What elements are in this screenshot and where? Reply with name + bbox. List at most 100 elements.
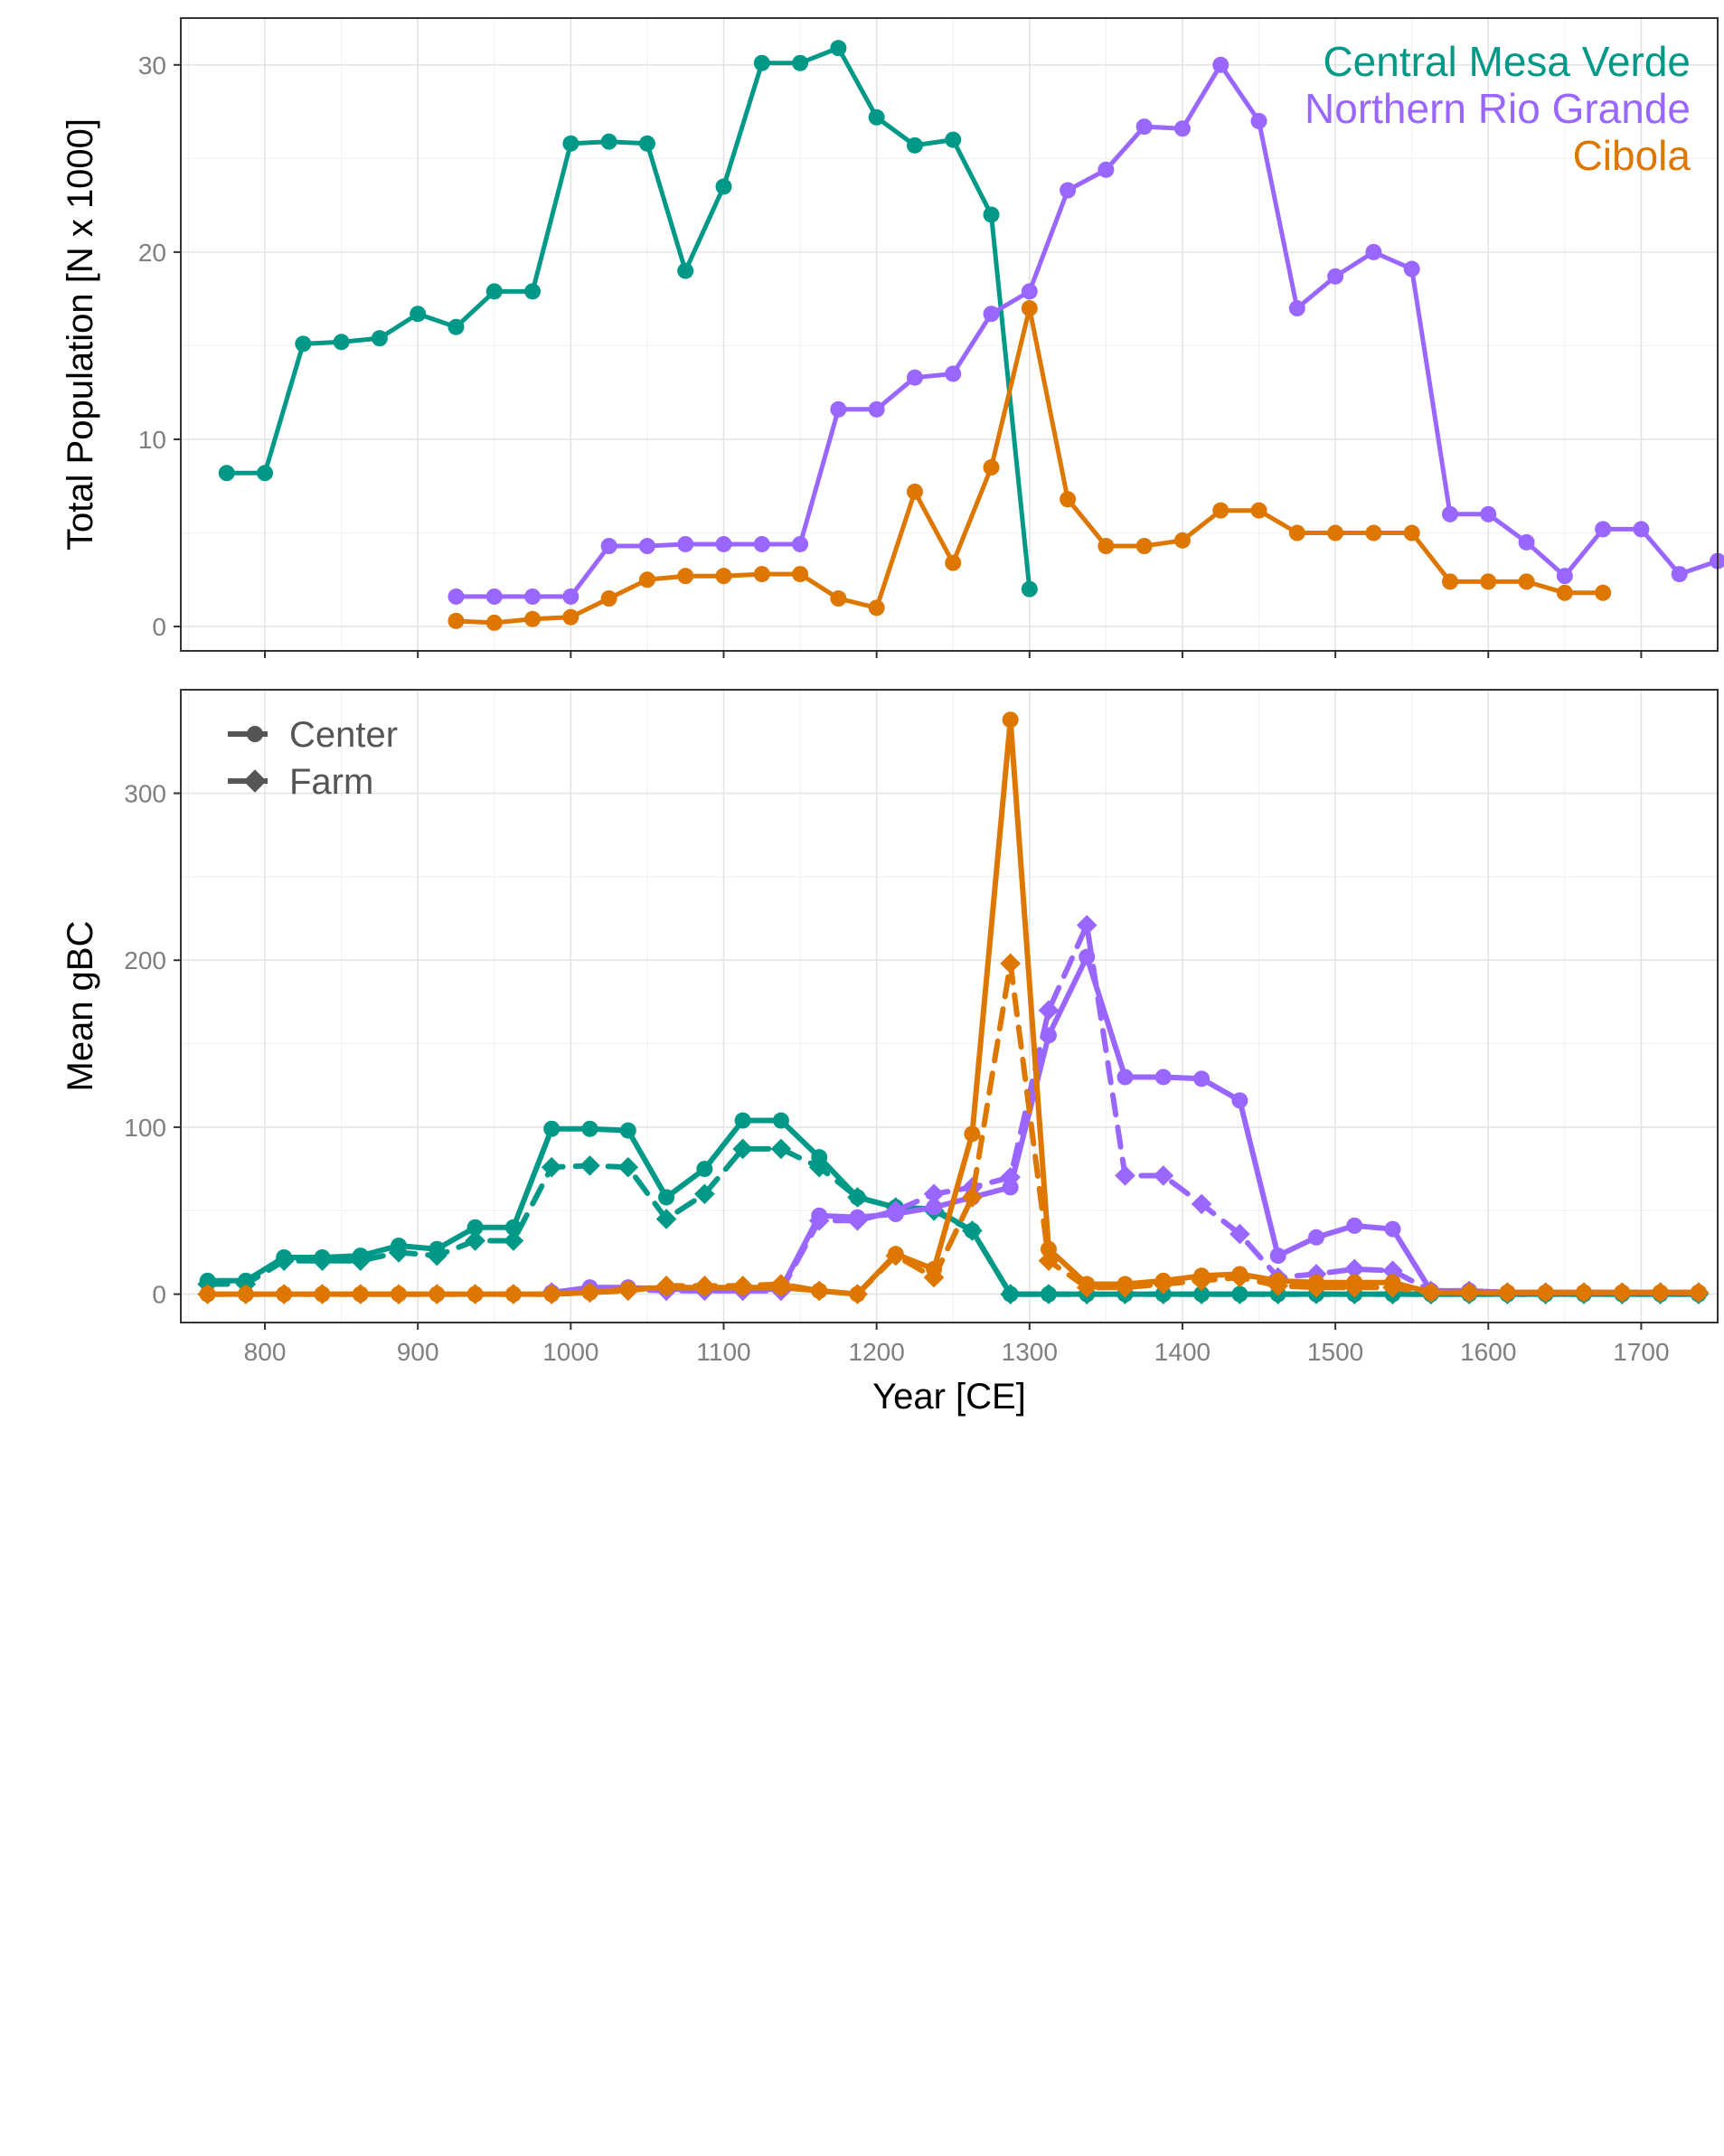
gbc-x-tick-label-1700: 1700 bbox=[1613, 1338, 1669, 1366]
gbc-cibola-farm-point bbox=[1267, 1276, 1289, 1296]
gbc-x-tick-label-1500: 1500 bbox=[1307, 1338, 1363, 1366]
gbc-northern-rio-grande-center-point bbox=[1384, 1220, 1401, 1238]
population-central-mesa-verde-point bbox=[638, 135, 655, 152]
gbc-cibola-farm-point bbox=[885, 1245, 907, 1266]
population-central-mesa-verde-point bbox=[983, 206, 1000, 223]
population-northern-rio-grande-point bbox=[1480, 505, 1497, 523]
gbc-cibola-farm-point bbox=[1497, 1282, 1518, 1304]
population-northern-rio-grande-point bbox=[638, 538, 655, 555]
legend-central-mesa-verde: Central Mesa Verde bbox=[1323, 38, 1691, 85]
population-northern-rio-grande-line bbox=[454, 62, 1720, 599]
population-northern-rio-grande-point bbox=[524, 588, 542, 605]
population-central-mesa-verde-point bbox=[257, 465, 274, 482]
gbc-central-mesa-verde-farm-point bbox=[1229, 1284, 1250, 1304]
gbc-cibola-farm-point bbox=[312, 1284, 333, 1304]
population-panel-border bbox=[180, 17, 1719, 652]
population-cibola-point bbox=[1518, 573, 1535, 590]
gbc-x-tick-label-1200: 1200 bbox=[849, 1338, 905, 1366]
population-northern-rio-grande-point bbox=[1671, 566, 1688, 583]
gbc-central-mesa-verde-center-point bbox=[466, 1219, 484, 1236]
gbc-cibola-farm-point bbox=[923, 1266, 945, 1288]
population-central-mesa-verde-point bbox=[600, 133, 617, 150]
population-cibola-point bbox=[1212, 502, 1229, 519]
gbc-cibola-farm-point bbox=[1000, 953, 1021, 974]
gbc-central-mesa-verde-farm-point bbox=[1191, 1284, 1212, 1304]
population-central-mesa-verde-point bbox=[715, 178, 732, 195]
population-cibola-point bbox=[1556, 584, 1573, 601]
population-northern-rio-grande-point bbox=[983, 306, 1000, 323]
population-y-tick-label-30: 30 bbox=[138, 52, 166, 80]
population-northern-rio-grande-point bbox=[1518, 533, 1535, 551]
population-northern-rio-grande-point bbox=[1021, 283, 1038, 300]
gbc-central-mesa-verde-farm-point bbox=[579, 1155, 600, 1176]
population-y-ticks: 0 10 20 30 bbox=[138, 52, 1643, 658]
gbc-northern-rio-grande-center-point bbox=[926, 1199, 943, 1216]
population-cibola-point bbox=[830, 590, 847, 607]
gbc-cibola-farm-point bbox=[1305, 1276, 1327, 1298]
population-northern-rio-grande-point bbox=[830, 400, 847, 418]
gbc-northern-rio-grande-farm-point bbox=[1382, 1260, 1403, 1282]
population-northern-rio-grande-point bbox=[906, 369, 923, 386]
region-legend: Central Mesa Verde Northern Rio Grande C… bbox=[1305, 38, 1691, 179]
gbc-central-mesa-verde-farm-point bbox=[808, 1156, 830, 1178]
gbc-x-tick-label-1600: 1600 bbox=[1460, 1338, 1516, 1366]
gbc-x-tick-label-1400: 1400 bbox=[1154, 1338, 1211, 1366]
gbc-central-mesa-verde-farm-point bbox=[465, 1230, 485, 1251]
population-cibola-point bbox=[1135, 538, 1153, 555]
population-cibola-point bbox=[1327, 524, 1344, 541]
population-northern-rio-grande-point bbox=[1250, 112, 1267, 129]
population-northern-rio-grande-point bbox=[1556, 568, 1573, 585]
gbc-central-mesa-verde-center-point bbox=[772, 1112, 789, 1129]
gbc-northern-rio-grande-center-point bbox=[1269, 1247, 1286, 1265]
population-northern-rio-grande-point bbox=[562, 588, 579, 605]
population-northern-rio-grande-point bbox=[753, 535, 770, 552]
gbc-northern-rio-grande-center-point bbox=[1307, 1229, 1324, 1246]
population-cibola-point bbox=[715, 568, 732, 585]
population-central-mesa-verde-point bbox=[830, 40, 847, 57]
population-cibola-point bbox=[1595, 584, 1612, 601]
population-cibola-point bbox=[485, 614, 503, 631]
gbc-central-mesa-verde-center-point bbox=[581, 1120, 598, 1137]
gbc-cibola-center-point bbox=[964, 1125, 981, 1143]
population-cibola-point bbox=[1060, 491, 1077, 508]
population-cibola-point bbox=[1250, 502, 1267, 519]
population-central-mesa-verde-point bbox=[410, 306, 427, 323]
legend-center-label: Center bbox=[289, 715, 398, 755]
population-central-mesa-verde-point bbox=[677, 262, 694, 279]
population-cibola-point bbox=[677, 568, 694, 585]
gbc-x-tick-label-900: 900 bbox=[397, 1338, 439, 1366]
population-cibola-point bbox=[600, 590, 617, 607]
population-northern-rio-grande-point bbox=[485, 588, 503, 605]
gbc-y-tick-label-0: 0 bbox=[152, 1281, 166, 1309]
gbc-central-mesa-verde-center-point bbox=[734, 1112, 751, 1129]
population-central-mesa-verde-series bbox=[218, 40, 1038, 598]
population-y-tick-label-10: 10 bbox=[138, 426, 166, 454]
gbc-grid bbox=[181, 690, 1718, 1323]
gbc-northern-rio-grande-farm-point bbox=[885, 1200, 907, 1221]
gbc-cibola-farm-point bbox=[1191, 1270, 1212, 1292]
population-northern-rio-grande-point bbox=[1403, 260, 1420, 278]
population-northern-rio-grande-point bbox=[447, 588, 465, 605]
population-y-axis-label: Total Population [N x 1000] bbox=[61, 118, 100, 551]
gbc-northern-rio-grande-farm-point bbox=[808, 1210, 830, 1231]
population-cibola-point bbox=[562, 608, 579, 626]
legend-center-circle-icon bbox=[247, 726, 263, 742]
gbc-cibola-center-point bbox=[1002, 711, 1019, 729]
gbc-northern-rio-grande-center-point bbox=[1231, 1092, 1248, 1109]
population-central-mesa-verde-point bbox=[218, 465, 235, 482]
population-cibola-point bbox=[638, 571, 655, 588]
population-northern-rio-grande-point bbox=[1135, 118, 1153, 136]
gbc-cibola-farm-point bbox=[503, 1284, 524, 1304]
population-northern-rio-grande-point bbox=[1098, 161, 1115, 178]
gbc-cibola-farm-point bbox=[1458, 1282, 1480, 1304]
population-cibola-point bbox=[524, 610, 542, 627]
gbc-cibola-farm-point bbox=[579, 1282, 600, 1304]
gbc-cibola-farm-point bbox=[1573, 1282, 1595, 1304]
gbc-northern-rio-grande-center-point bbox=[1346, 1217, 1363, 1234]
population-central-mesa-verde-point bbox=[562, 135, 579, 152]
gbc-panel: 0 100 200 300 800 900 1000 1100 1200 1300 1400 150… bbox=[61, 689, 1719, 1417]
legend-farm-label: Farm bbox=[289, 762, 373, 802]
gbc-northern-rio-grande-farm-point bbox=[1076, 915, 1098, 936]
gbc-central-mesa-verde-farm-point bbox=[694, 1183, 715, 1205]
